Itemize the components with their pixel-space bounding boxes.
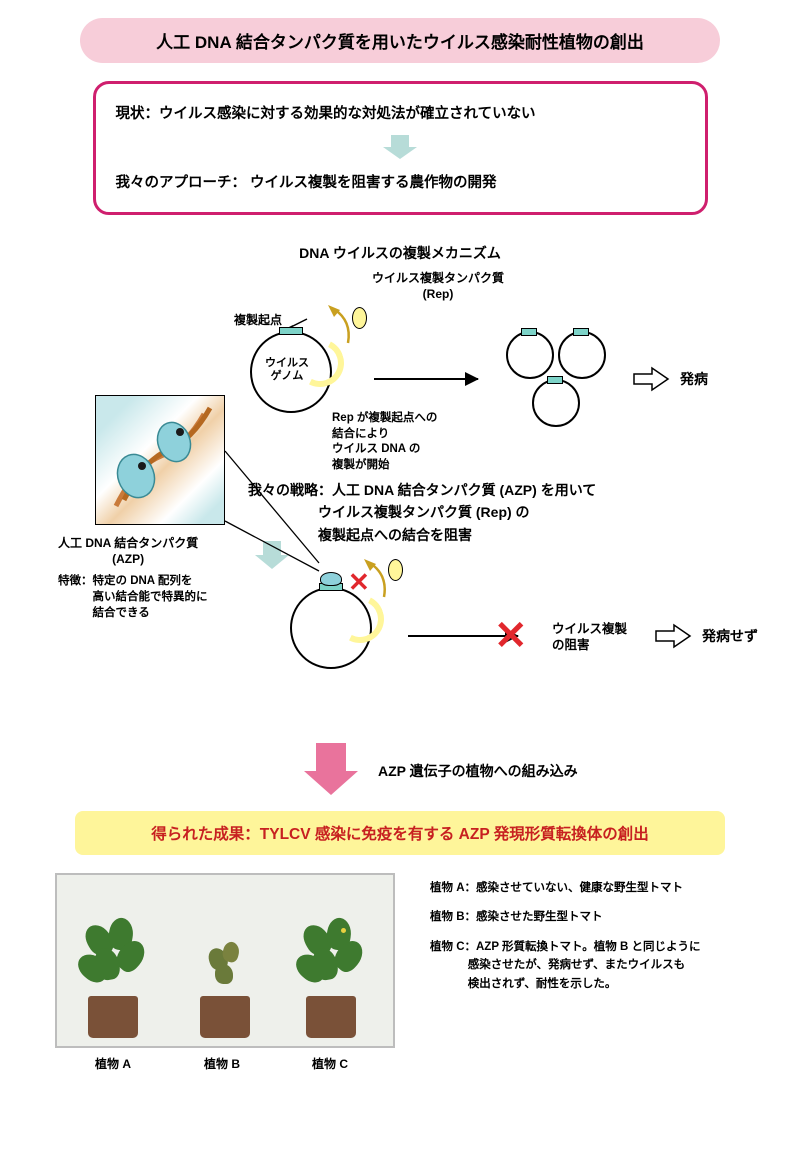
origin-label: 複製起点: [234, 311, 282, 328]
red-x-big-icon: ✕: [494, 613, 528, 659]
azp-protein-label: 人工 DNA 結合タンパク質 (AZP): [58, 535, 198, 567]
inhibition-label: ウイルス複製 の阻害: [552, 621, 627, 654]
rep-blocked-icon: [388, 559, 403, 581]
mechanism-annotation: Rep が複製起点への 結合により ウイルス DNA の 複製が開始: [332, 411, 437, 473]
arrow-down-icon: [383, 135, 417, 159]
callout-lines-icon: [223, 449, 333, 589]
plant-a-desc: 植物 A：感染させていない、健康な野生型トマト: [430, 879, 700, 897]
result-banner: 得られた成果：TYLCV 感染に免疫を有する AZP 発現形質転換体の創出: [75, 811, 725, 855]
current-status: 現状：ウイルス感染に対する効果的な対処法が確立されていない: [116, 102, 685, 123]
plant-b-icon: [191, 934, 259, 1038]
rep-label: ウイルス複製タンパク質 (Rep): [372, 271, 504, 302]
plant-b-desc: 植物 B：感染させた野生型トマト: [430, 908, 700, 926]
photo-row: 植物 A 植物 B 植物 C 植物 A：感染させていない、健康な野生型トマト 植…: [0, 873, 800, 1103]
plant-c-desc: 植物 C：AZP 形質転換トマト。植物 B と同じように 感染させたが、発病せず…: [430, 938, 700, 993]
genome-label: ウイルス ゲノム: [265, 357, 309, 383]
replicated-1: [506, 331, 554, 379]
plant-b-label: 植物 B: [204, 1055, 240, 1072]
plant-photo: [55, 873, 395, 1048]
red-x-icon: ✕: [348, 567, 370, 598]
hollow-arrow-icon: [654, 622, 694, 653]
azp-desc-body: 特定の DNA 配列を 高い結合能で特異的に 結合できる: [93, 573, 208, 621]
outcome-no-disease: 発病せず: [702, 626, 758, 646]
plant-c-icon: [297, 918, 365, 1038]
approach-box: 現状：ウイルス感染に対する効果的な対処法が確立されていない 我々のアプローチ： …: [93, 81, 708, 215]
right-arrow-icon: [374, 378, 478, 380]
plant-a-icon: [79, 918, 147, 1038]
title-banner: 人工 DNA 結合タンパク質を用いたウイルス感染耐性植物の創出: [80, 18, 720, 63]
replicated-2: [558, 331, 606, 379]
curve-arrow-icon: [320, 303, 354, 347]
strategy-diagram: 我々の戦略：人工 DNA 結合タンパク質 (AZP) を用いて ウイルス複製タン…: [0, 473, 800, 723]
hollow-arrow-icon: [632, 365, 672, 396]
azp-structure-icon: [96, 396, 224, 524]
azp-desc-prefix: 特徴：: [58, 575, 93, 587]
azp-bound-icon: [320, 572, 342, 586]
plant-c-label: 植物 C: [312, 1055, 348, 1072]
pink-arrow-down-icon: [304, 743, 358, 795]
rep-protein-icon: [352, 307, 367, 329]
replicated-3: [532, 379, 580, 427]
azp-description: 特徴：特定の DNA 配列を 高い結合能で特異的に 結合できる: [58, 573, 208, 621]
outcome-disease: 発病: [680, 369, 708, 389]
ori-seg-r1: [521, 328, 537, 336]
azp-gene-text: AZP 遺伝子の植物への組み込み: [378, 761, 578, 781]
ori-seg-r2: [573, 328, 589, 336]
ori-seg-r3: [547, 376, 563, 384]
plant-a-label: 植物 A: [95, 1055, 131, 1072]
plant-descriptions: 植物 A：感染させていない、健康な野生型トマト 植物 B：感染させた野生型トマト…: [430, 879, 700, 1004]
our-approach: 我々のアプローチ： ウイルス複製を阻害する農作物の開発: [116, 171, 685, 192]
mechanism-title: DNA ウイルスの複製メカニズム: [0, 243, 800, 263]
origin-segment: [279, 327, 303, 335]
azp-structure-box: [95, 395, 225, 525]
